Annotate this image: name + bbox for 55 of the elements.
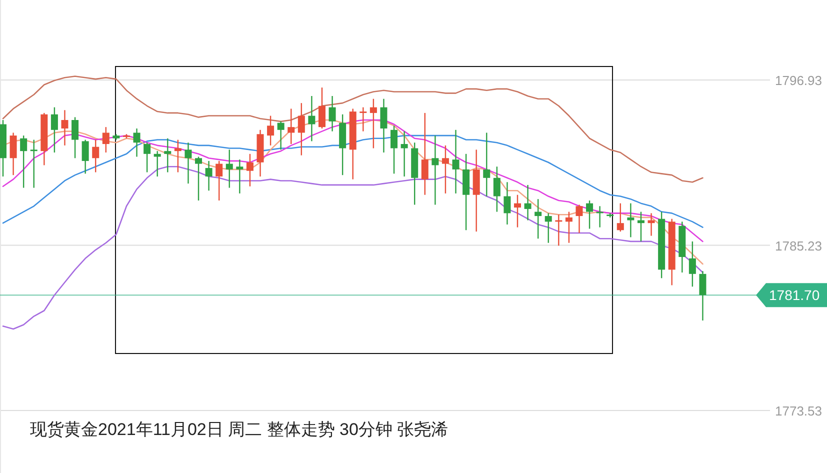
line-series (2, 76, 704, 183)
candlestick (400, 130, 408, 178)
candlestick (504, 182, 511, 226)
candlestick (72, 116, 79, 159)
candlestick (102, 126, 110, 154)
candlestick (370, 98, 377, 149)
text: 现货黄金2021年11月02日 周二 整体走势 30分钟 张尧浠 (30, 420, 448, 439)
candlestick (565, 211, 572, 244)
candlestick (390, 125, 398, 174)
y-tick-label: 1785.23 (775, 238, 822, 254)
candlestick (216, 160, 223, 202)
candlestick (205, 160, 212, 192)
candlestick (318, 86, 326, 130)
candlestick (627, 202, 634, 238)
candlestick (226, 149, 233, 188)
candlestick (195, 156, 202, 202)
candlestick (328, 95, 336, 132)
candlestick (92, 139, 100, 173)
candlestick (360, 106, 367, 132)
candlestick (576, 204, 583, 234)
candlestick (544, 212, 552, 244)
candlestick (586, 200, 594, 230)
ref-line-label: 1781.70 (769, 287, 820, 304)
candlestick (308, 95, 316, 142)
candlestick (277, 120, 284, 150)
y-tick-label: 1773.53 (775, 403, 822, 418)
candlestick (50, 106, 58, 154)
candlestick (298, 102, 305, 156)
candlestick (524, 184, 532, 221)
candlestick (432, 134, 439, 206)
candlestick (688, 240, 696, 288)
candlestick (699, 270, 706, 322)
candlestick (483, 132, 490, 197)
candlestick (20, 134, 28, 188)
candlestick (246, 153, 254, 187)
candlestick (82, 139, 89, 174)
candlestick (164, 138, 172, 173)
candlestick (380, 98, 388, 154)
candlestick (616, 202, 624, 232)
candlestick (442, 144, 449, 194)
candlestick (10, 132, 17, 176)
candlestick (184, 142, 192, 184)
candlestick (267, 115, 274, 146)
candlestick (288, 108, 295, 145)
candlestick (133, 128, 140, 158)
y-tick-label: 1796.93 (775, 73, 822, 88)
candlestick (452, 129, 460, 194)
candlestick (421, 112, 428, 196)
candlestick (534, 198, 542, 240)
candlestick (514, 194, 521, 228)
candlestick (236, 158, 244, 194)
candlestick (144, 142, 151, 173)
candlestick (493, 166, 500, 212)
candlestick (61, 110, 68, 146)
candlestick (30, 139, 38, 188)
